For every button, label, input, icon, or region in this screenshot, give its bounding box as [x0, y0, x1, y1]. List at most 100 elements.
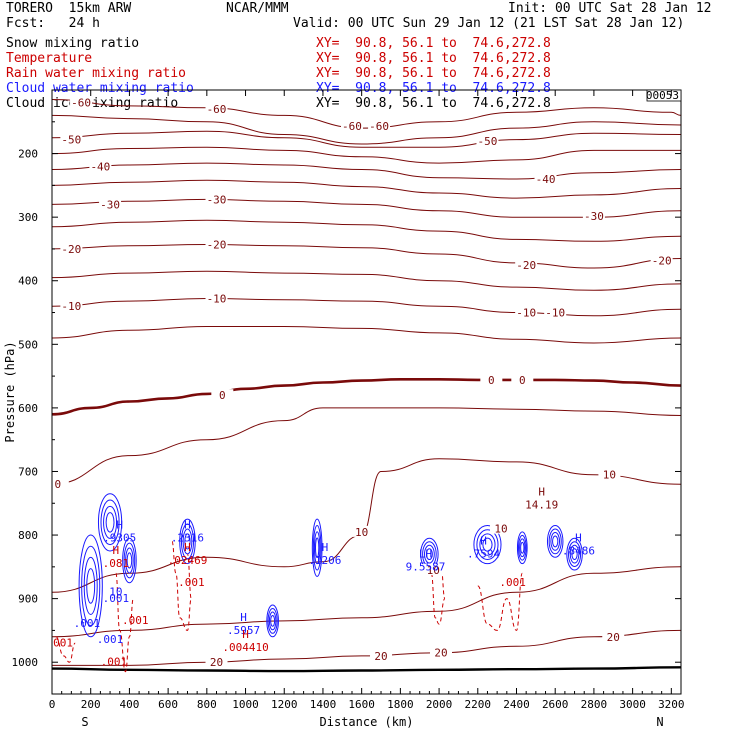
end-label-n: N	[656, 715, 663, 729]
temperature-label-bg	[205, 238, 228, 250]
cloud-water-contour	[550, 532, 561, 551]
temperature-label: -10	[545, 307, 565, 320]
model-line: TORERO 15km ARW	[6, 1, 132, 16]
frame-id: 00053	[646, 89, 679, 102]
temperature-label: -20	[516, 259, 536, 272]
frame-id-box	[646, 89, 682, 102]
max-marker: H	[575, 531, 582, 544]
max-value: .5957	[227, 624, 260, 637]
temperature-label: 0	[54, 478, 61, 491]
temperature-label: -50	[478, 135, 498, 148]
x-tick-label: 0	[49, 698, 56, 711]
max-marker: LH	[419, 547, 432, 560]
field-name: Rain water mixing ratio	[6, 66, 187, 81]
field-xy: XY= 90.8, 56.1 to 74.6,272.8	[316, 81, 551, 96]
max-marker: H	[184, 519, 191, 532]
rain-contour	[115, 572, 134, 673]
temperature-label-bg	[99, 198, 122, 210]
rain-contour	[171, 540, 192, 631]
rain-contour	[430, 566, 446, 625]
temperature-label-bg	[515, 258, 538, 270]
temperature-contour	[52, 198, 681, 218]
cloud-water-contour	[313, 531, 321, 565]
temperature-label: -10	[516, 307, 536, 320]
cloud-water-contour	[184, 533, 191, 550]
max-marker: H	[480, 535, 487, 548]
cloud-water-contour	[476, 529, 499, 560]
temperature-label-bg	[350, 525, 373, 537]
y-tick-label: 200	[18, 148, 38, 161]
temperature-label: 10	[494, 523, 507, 536]
temperature-label-bg	[370, 649, 393, 661]
max-marker: H	[322, 541, 329, 554]
cloud-water-contour	[81, 545, 101, 627]
cloud-water-contour	[125, 547, 134, 574]
max-marker: H	[538, 486, 545, 499]
temperature-label: 20	[374, 650, 387, 663]
cloud-water-contour	[312, 524, 322, 571]
cloud-water-contour	[518, 534, 527, 561]
temperature-label-bg	[422, 564, 445, 576]
max-value: .8486	[562, 544, 595, 557]
x-tick-label: 1400	[310, 698, 337, 711]
max-value: .02469	[168, 554, 208, 567]
valid-label: Valid: 00 UTC Sun 29 Jan 12 (21 LST Sat …	[293, 16, 685, 31]
cloud-water-contour	[479, 533, 496, 556]
temperature-label-bg	[430, 646, 453, 658]
max-marker: H	[242, 628, 249, 641]
cloud-label: .001	[103, 592, 130, 605]
y-tick-label: 600	[18, 402, 38, 415]
y-tick-label: 800	[18, 529, 38, 542]
x-tick-label: 1200	[271, 698, 298, 711]
temperature-label-bg	[52, 478, 69, 490]
cloud-water-contour	[103, 505, 118, 539]
temperature-label: 20	[434, 647, 447, 660]
cloud-water-contour	[97, 493, 123, 552]
temperature-label-bg	[70, 96, 93, 108]
max-value: .7594	[467, 548, 500, 561]
temperature-label: -30	[207, 193, 227, 206]
temperature-label: 0	[219, 389, 226, 402]
init-label: Init: 00 UTC Sat 28 Jan 12	[508, 1, 712, 16]
temperature-label-bg	[598, 468, 621, 480]
max-value: 14.19	[525, 499, 558, 512]
field-name: Temperature	[6, 51, 93, 66]
cloud-water-contour	[546, 525, 564, 558]
max-marker: H	[113, 544, 120, 557]
y-tick-label: 500	[18, 338, 38, 351]
x-tick-label: 800	[197, 698, 217, 711]
x-tick-label: 200	[81, 698, 101, 711]
cloud-water-contour	[180, 523, 195, 560]
temperature-contour	[52, 99, 681, 129]
temperature-contour	[52, 270, 681, 291]
temperature-label: 0	[488, 374, 495, 387]
cloud-water-contour	[126, 552, 133, 569]
temperature-contour	[52, 377, 681, 416]
temperature-label: -50	[61, 134, 81, 147]
y-axis-title: Pressure (hPa)	[3, 341, 17, 442]
temperature-contour	[52, 130, 681, 148]
cloud-water-contour	[473, 525, 502, 565]
cloud-water-contour	[268, 611, 277, 631]
temperature-label-bg	[340, 120, 363, 132]
temperature-label: 0	[519, 374, 526, 387]
temperature-label-bg	[205, 193, 228, 205]
cloud-water-contour	[315, 537, 320, 558]
cloud-water-contour	[425, 548, 433, 561]
temperature-label-bg	[89, 160, 112, 172]
max-marker: H	[240, 611, 247, 624]
field-xy: XY= 90.8, 56.1 to 74.6,272.8	[316, 66, 551, 81]
temperature-label: -60	[369, 120, 389, 133]
cloud-label: .001	[74, 617, 101, 630]
temperature-label: -10	[207, 293, 227, 306]
temperature-label: -40	[90, 160, 110, 173]
plot-area: -60 -60 -60 -60 -50 -50 -40 -40 -30 -30 -30 -20 -20 -…	[46, 96, 681, 673]
temperature-label-bg	[205, 103, 228, 115]
temperature-label: -60	[71, 97, 91, 110]
max-value: 9.5587	[406, 560, 446, 573]
temperature-label: 10	[355, 526, 368, 539]
temperature-label-bg	[60, 300, 83, 312]
temperature-label: -20	[61, 243, 81, 256]
rain-label: .001	[46, 636, 73, 649]
cloud-water-contour	[123, 542, 136, 579]
